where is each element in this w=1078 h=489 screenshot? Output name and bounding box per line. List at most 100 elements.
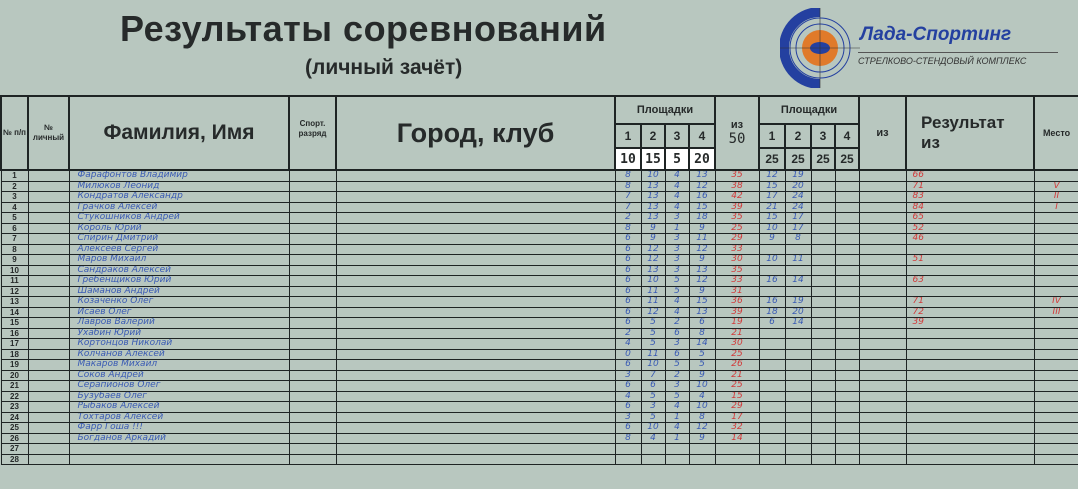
- result: [905, 285, 1035, 297]
- platform-4-score: 4: [688, 390, 716, 402]
- platform-4-score: 13: [688, 306, 716, 318]
- platform2-3-score: [810, 369, 836, 381]
- platform-4-score: 13: [688, 264, 716, 276]
- platform2-4-score: [834, 254, 860, 266]
- result: 52: [905, 222, 1035, 234]
- athlete-name: Король Юрий: [68, 222, 290, 234]
- city-club: [335, 369, 616, 381]
- header-platforms-2: Площадки: [758, 95, 861, 125]
- of-2: [858, 285, 907, 297]
- sport-rank: [288, 453, 337, 465]
- sport-rank: [288, 275, 337, 287]
- platform-2-score: 11: [640, 285, 666, 297]
- personal-number: [27, 348, 70, 360]
- table-row: 18 Колчанов Алексей 0 11 6 5 25: [0, 348, 1078, 360]
- result: 71: [905, 180, 1035, 192]
- platform2-4-score: [834, 380, 860, 392]
- subtotal: 39: [714, 306, 760, 318]
- platform-3: 3: [664, 123, 690, 149]
- platform-3-score: 3: [664, 264, 690, 276]
- table-row: 28: [0, 453, 1078, 465]
- place: [1033, 380, 1078, 392]
- athlete-name: Шаманов Андрей: [68, 285, 290, 297]
- platform2-2-score: [784, 338, 812, 350]
- platform-1-score: 6: [614, 233, 642, 245]
- platform2-1-score: [758, 390, 786, 402]
- result: [905, 243, 1035, 255]
- platform2-3-score: [810, 285, 836, 297]
- platform-2-score: 5: [640, 411, 666, 423]
- table-row: 5 Стукошников Андрей 2 13 3 18 35 15 17 65: [0, 212, 1078, 224]
- table-row: 14 Исаев Олег 6 12 4 13 39 18 20 72 III: [0, 306, 1078, 318]
- platform2-2-score: 19: [784, 296, 812, 308]
- of-2: [858, 411, 907, 423]
- subtotal: 21: [714, 369, 760, 381]
- platform2-2: 2: [784, 123, 813, 149]
- platform2-4: 4: [834, 123, 861, 149]
- table-row: 11 Гребенщиков Юрий 6 10 5 12 33 16 14 63: [0, 275, 1078, 287]
- sport-rank: [288, 306, 337, 318]
- platform2-3-score: [810, 275, 836, 287]
- place: [1033, 317, 1078, 329]
- of-2: [858, 443, 907, 455]
- platform-4-score: 15: [688, 201, 716, 213]
- platform-1-score: 6: [614, 422, 642, 434]
- platform2-3-score: [810, 306, 836, 318]
- of-label: из: [730, 119, 744, 131]
- platform2-1-score: [758, 422, 786, 434]
- result: 63: [905, 275, 1035, 287]
- platform-4-score: 12: [688, 275, 716, 287]
- platform2-1-score: 18: [758, 306, 786, 318]
- platform-2-score: 3: [640, 401, 666, 413]
- platform2-2-score: [784, 359, 812, 371]
- personal-number: [27, 306, 70, 318]
- athlete-name: Ухабин Юрий: [68, 327, 290, 339]
- platform2-2-score: [784, 443, 812, 455]
- platform-4-score: 16: [688, 191, 716, 203]
- city-club: [335, 191, 616, 203]
- sport-rank: [288, 222, 337, 234]
- athlete-name: Богданов Аркадий: [68, 432, 290, 444]
- athlete-name: [68, 453, 290, 465]
- city-club: [335, 338, 616, 350]
- platform-4-score: 9: [688, 254, 716, 266]
- platform-4-score: 6: [688, 317, 716, 329]
- platform2-2-score: [784, 453, 812, 465]
- platform-4-score: 5: [688, 348, 716, 360]
- place: [1033, 422, 1078, 434]
- platform-2-score: 7: [640, 369, 666, 381]
- platform-4-score: 10: [688, 380, 716, 392]
- platform2-3-score: [810, 296, 836, 308]
- place: [1033, 233, 1078, 245]
- athlete-name: Колчанов Алексей: [68, 348, 290, 360]
- row-number: 3: [0, 191, 29, 203]
- of-2: [858, 422, 907, 434]
- platform-4-score: 11: [688, 233, 716, 245]
- platform2-2-score: [784, 432, 812, 444]
- platform-3-score: [664, 443, 690, 455]
- table-row: 4 Грачков Алексей 7 13 4 15 39 21 24 84 I: [0, 201, 1078, 213]
- row-number: 4: [0, 201, 29, 213]
- subtotal: 21: [714, 327, 760, 339]
- place: [1033, 264, 1078, 276]
- platform2-3-score: [810, 422, 836, 434]
- platform-2-score: 5: [640, 390, 666, 402]
- subtotal: 25: [714, 348, 760, 360]
- board-subtitle: (личный зачёт): [305, 56, 463, 79]
- subtotal: 30: [714, 254, 760, 266]
- logo-name: Лада-Спортинг: [860, 24, 1012, 45]
- platform-1-score: 8: [614, 222, 642, 234]
- place: [1033, 327, 1078, 339]
- table-row: 19 Макаров Михаил 6 10 5 5 26: [0, 359, 1078, 371]
- platform-2-score: 4: [640, 432, 666, 444]
- result: 46: [905, 233, 1035, 245]
- of-2: [858, 254, 907, 266]
- athlete-name: Спирин Дмитрий: [68, 233, 290, 245]
- platform-3-score: 1: [664, 222, 690, 234]
- platform-2-score: 6: [640, 380, 666, 392]
- platform-1-score: 4: [614, 390, 642, 402]
- city-club: [335, 359, 616, 371]
- sport-rank: [288, 317, 337, 329]
- subtotal: 26: [714, 359, 760, 371]
- platform2-1-score: [758, 369, 786, 381]
